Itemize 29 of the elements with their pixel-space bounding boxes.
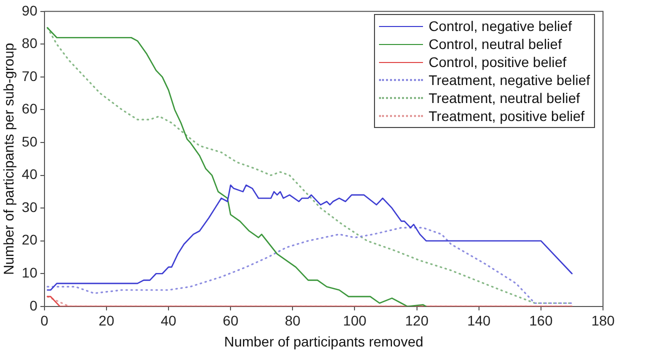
legend-label: Control, negative belief: [428, 18, 572, 34]
x-tick-label: 40: [160, 312, 177, 329]
y-tick-label: 80: [22, 35, 38, 52]
x-tick-label: 160: [529, 312, 553, 329]
y-axis-title: Number of participants per sub-group: [0, 42, 16, 275]
x-tick-label: 20: [98, 312, 114, 329]
x-axis-title: Number of participants removed: [224, 333, 424, 350]
legend-label: Control, neutral belief: [428, 36, 562, 52]
legend-label: Treatment, positive belief: [428, 108, 585, 124]
line-series: [46, 226, 573, 304]
y-tick-label: 30: [22, 198, 38, 215]
x-tick-label: 80: [284, 312, 301, 329]
y-tick-label: 50: [22, 133, 38, 150]
legend-label: Control, positive belief: [428, 54, 566, 70]
legend-label: Treatment, neutral belief: [428, 90, 580, 106]
x-tick-label: 120: [405, 312, 429, 329]
legend-label: Treatment, negative belief: [428, 72, 590, 88]
x-tick-label: 140: [467, 312, 491, 329]
y-tick-label: 40: [22, 166, 38, 182]
y-tick-label: 70: [22, 68, 38, 84]
x-tick-label: 180: [591, 312, 615, 329]
y-tick-label: 20: [22, 232, 38, 248]
x-tick-label: 100: [343, 312, 367, 329]
x-tick-label: 60: [222, 312, 239, 329]
y-tick-label: 10: [22, 264, 38, 280]
y-tick-label: 60: [22, 100, 38, 117]
x-tick-label: 0: [40, 312, 48, 329]
y-tick-label: 0: [30, 297, 38, 314]
y-tick-label: 90: [22, 2, 38, 18]
